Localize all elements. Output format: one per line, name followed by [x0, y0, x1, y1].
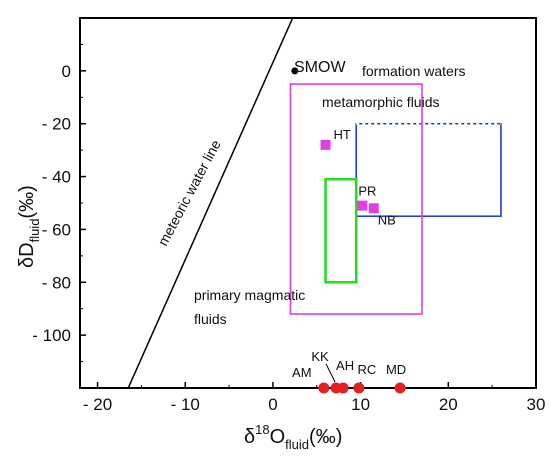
region-label-metamorphic-fluids: metamorphic fluids: [322, 94, 440, 110]
field-box-3: [324, 177, 358, 284]
axis-sample-label-ah: AH: [336, 358, 354, 373]
y-tick-label: - 20: [42, 115, 71, 134]
sample-ht: [320, 139, 331, 150]
x-tick-label: - 20: [83, 395, 112, 414]
field-box-1: [355, 122, 502, 218]
meteoric-water-line: [127, 18, 294, 388]
axis-sample-label-rc: RC: [357, 362, 376, 377]
region-label-formation-waters: formation waters: [362, 63, 465, 79]
field-box-2: [289, 83, 423, 315]
x-tick-label: 0: [268, 395, 277, 414]
axis-sample-label-kk: KK: [311, 349, 329, 364]
axis-sample-rc: [353, 382, 365, 394]
axis-sample-md: [394, 382, 406, 394]
region-label-primary-magmatic-1: primary magmatic: [194, 287, 305, 303]
x-tick-label: 10: [351, 395, 370, 414]
y-tick-label: 0: [62, 62, 71, 81]
sample-label-ht: HT: [334, 127, 351, 142]
x-title-unit: (‰): [309, 426, 342, 448]
x-tick-label: - 10: [171, 395, 200, 414]
x-tick-label: 30: [527, 395, 546, 414]
axis-sample-am: [318, 382, 330, 394]
x-title-delta: δ: [244, 426, 255, 448]
axis-sample-label-am: AM: [292, 365, 312, 380]
region-label-primary-magmatic-2: fluids: [194, 311, 227, 327]
y-tick-label: - 80: [42, 273, 71, 292]
sample-label-nb: NB: [378, 212, 396, 227]
y-tick-label: - 100: [32, 326, 71, 345]
x-title-sub: fluid: [285, 437, 309, 452]
y-tick-label: - 40: [42, 168, 71, 187]
x-title-sup: 18: [255, 422, 269, 437]
axis-sample-label-md: MD: [386, 362, 406, 377]
kk-leader-line: [325, 363, 336, 383]
chart-marks: - 20- 10 0 10 20 300- 20- 40- 60- 80- 100HTP…: [32, 17, 546, 414]
meteoric-water-line-label: meteoric water line: [155, 137, 224, 248]
sample-pr: [357, 200, 368, 211]
x-title-o: O: [270, 426, 286, 448]
smow-label: SMOW: [294, 59, 346, 76]
sample-nb: [368, 203, 379, 214]
y-title-sub: fluid: [27, 219, 42, 243]
x-axis-title: δ18Ofluid(‰): [244, 422, 342, 452]
sample-label-pr: PR: [358, 184, 376, 199]
smow-point: [291, 67, 299, 75]
y-title-main: δD: [16, 242, 38, 268]
y-axis-title: δDfluid(‰): [16, 185, 42, 268]
axis-sample-ah: [337, 382, 349, 394]
y-title-unit: (‰): [16, 185, 38, 218]
y-tick-label: - 60: [42, 220, 71, 239]
x-tick-label: 20: [439, 395, 458, 414]
